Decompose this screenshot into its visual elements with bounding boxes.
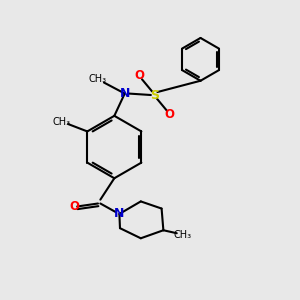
- Text: O: O: [164, 108, 174, 121]
- Text: O: O: [135, 69, 145, 82]
- Text: S: S: [150, 88, 159, 101]
- Text: N: N: [114, 207, 124, 220]
- Text: CH₃: CH₃: [89, 74, 107, 84]
- Text: CH₃: CH₃: [174, 230, 192, 240]
- Text: O: O: [70, 200, 80, 213]
- Text: N: N: [119, 87, 130, 100]
- Text: CH₃: CH₃: [52, 117, 70, 127]
